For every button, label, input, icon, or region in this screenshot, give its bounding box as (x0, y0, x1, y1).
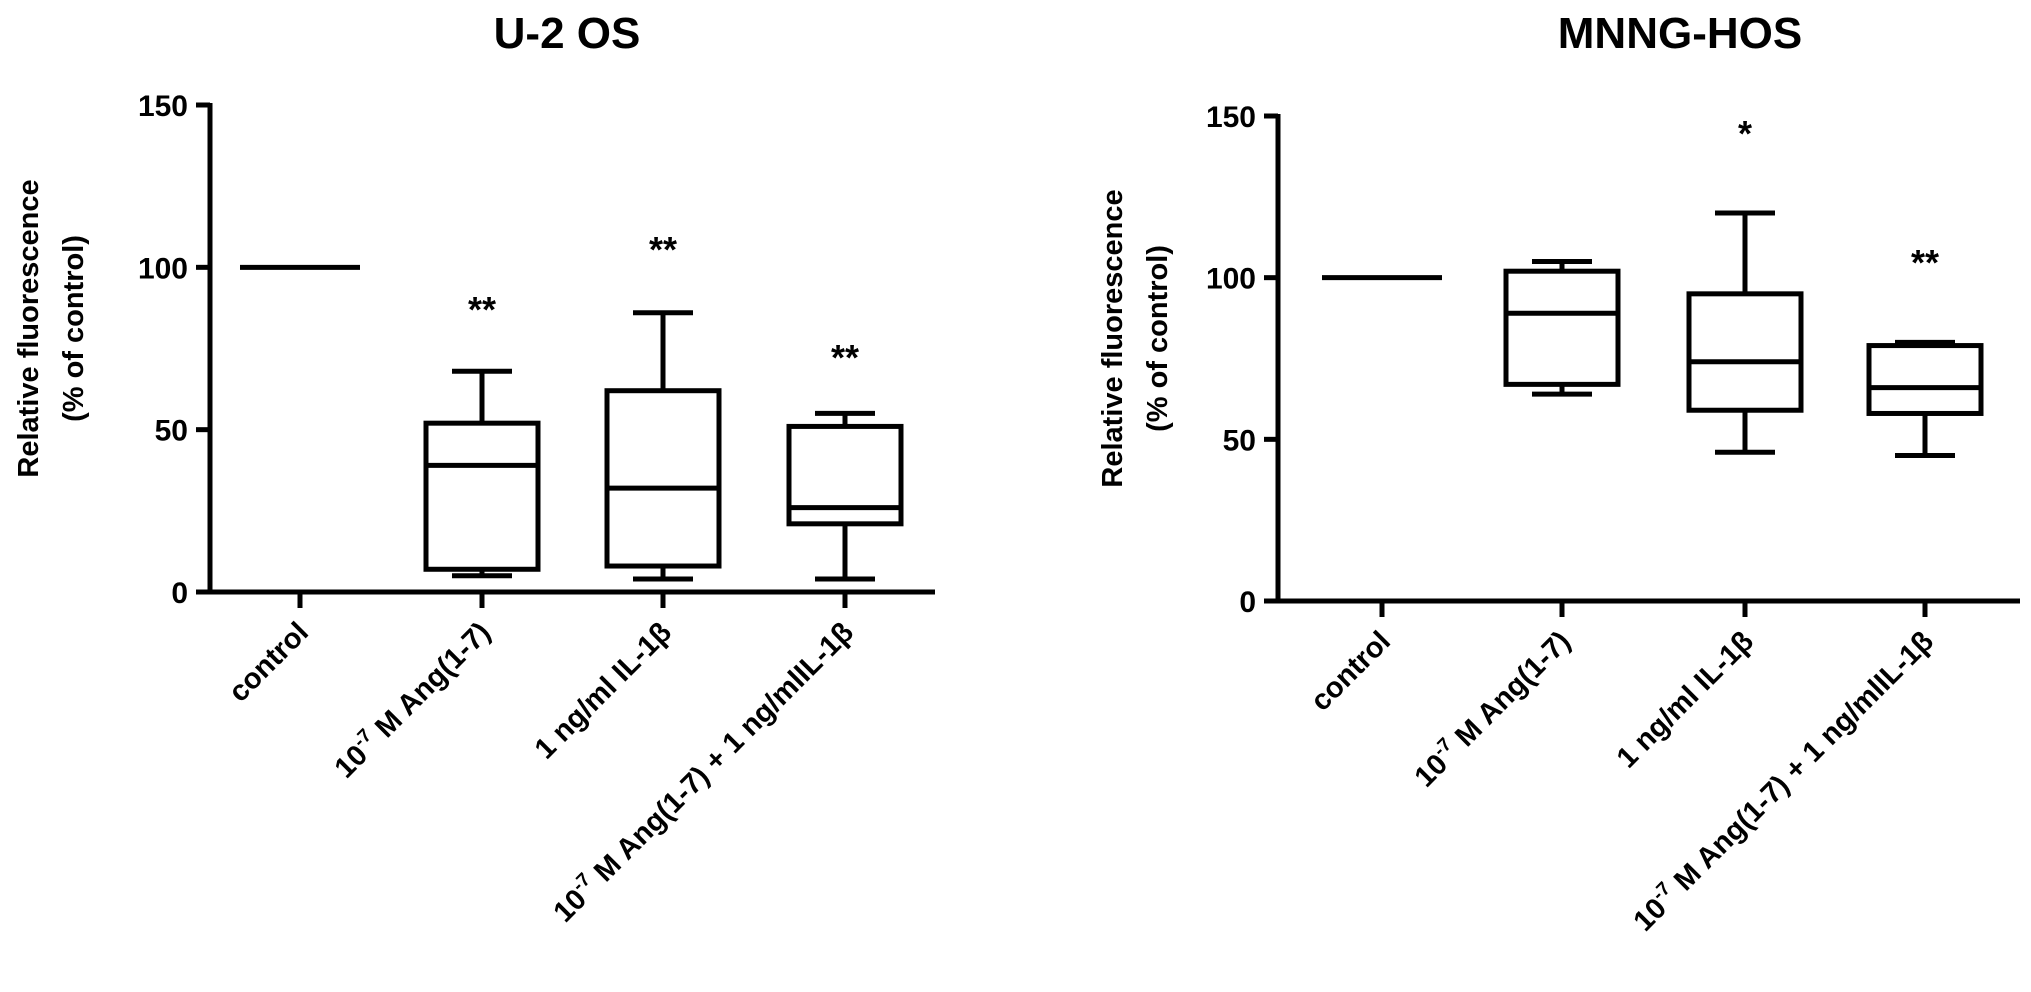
category-label: control (223, 616, 315, 708)
significance-label: * (1738, 113, 1752, 154)
chart-title: MNNG-HOS (1558, 9, 1802, 58)
y-axis-label-line2: (% of control) (58, 235, 90, 422)
significance-label: ** (468, 289, 496, 330)
y-axis-label-line1: Relative fluorescence (1097, 189, 1129, 487)
y-tick-label: 100 (1206, 263, 1256, 296)
category-label-text: M Ang(1-7) (1443, 625, 1576, 758)
iqr-box (1503, 268, 1621, 387)
category-label: 1 ng/ml IL-1β (529, 616, 678, 765)
iqr-box (1866, 343, 1984, 416)
box-1: 10-7 M Ang(1-7) (1407, 259, 1621, 794)
y-axis-label-line1: Relative fluorescence (13, 179, 45, 477)
panel-u2os: U-2 OS Relative fluorescence (% of control… (13, 9, 935, 929)
category-label: 10-7 M Ang(1-7) (1407, 623, 1577, 793)
category-label-text: 1 ng/ml IL-1β (529, 616, 678, 765)
box-1: ** 10-7 M Ang(1-7) (327, 289, 541, 785)
y-tick-label: 150 (138, 90, 188, 123)
box-3: ** 10-7 M Ang(1-7) + 1 ng/mlIL-1β (545, 337, 904, 929)
y-tick-label: 100 (138, 252, 188, 285)
box-0: control (1305, 275, 1442, 717)
box-2: * 1 ng/ml IL-1β (1611, 113, 1804, 774)
iqr-box (1686, 291, 1804, 413)
y-tick-label: 0 (1239, 586, 1256, 619)
iqr-box (604, 388, 722, 569)
category-label: 10-7 M Ang(1-7) + 1 ng/mlIL-1β (1625, 623, 1940, 938)
category-label: control (1305, 625, 1397, 717)
significance-label: ** (831, 337, 859, 378)
y-axis-label-line2: (% of control) (1142, 245, 1174, 432)
significance-label: ** (649, 229, 677, 270)
category-label: 10-7 M Ang(1-7) (327, 614, 497, 784)
category-label-text: control (223, 616, 315, 708)
y-tick-label: 0 (171, 577, 188, 610)
significance-label: ** (1911, 242, 1939, 283)
category-label-text: control (1305, 625, 1397, 717)
box-0: control (223, 264, 360, 708)
category-label-text: 1 ng/ml IL-1β (1611, 625, 1760, 774)
category-label: 10-7 M Ang(1-7) + 1 ng/mlIL-1β (545, 614, 860, 929)
iqr-box (423, 420, 541, 572)
category-label-text: M Ang(1-7) (363, 616, 496, 749)
y-tick-label: 150 (1206, 101, 1256, 134)
y-tick-label: 50 (1223, 424, 1256, 457)
chart-title: U-2 OS (494, 9, 641, 58)
box-2: ** 1 ng/ml IL-1β (529, 229, 722, 765)
category-label: 1 ng/ml IL-1β (1611, 625, 1760, 774)
y-tick-label: 50 (155, 415, 188, 448)
panel-mnng-hos: MNNG-HOS Relative fluorescence (% of contr… (1097, 9, 2020, 938)
